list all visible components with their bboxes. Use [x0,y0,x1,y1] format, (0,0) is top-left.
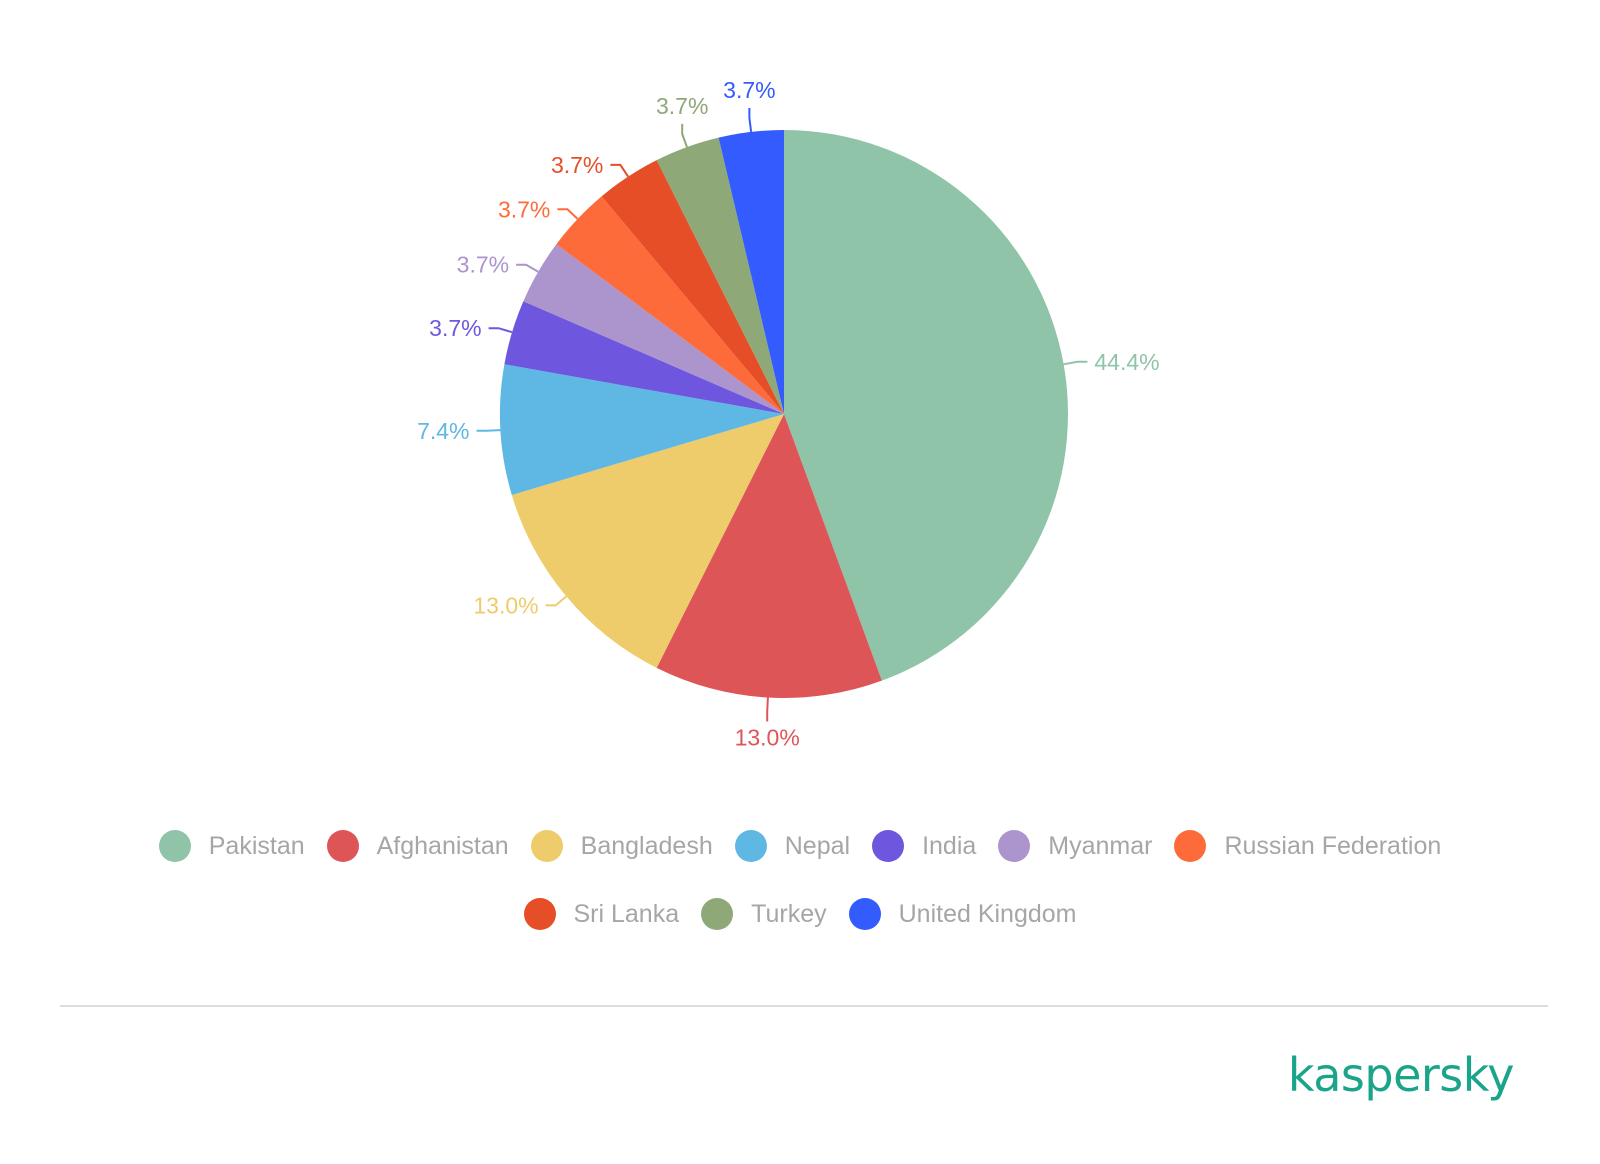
data-label-india: 3.7% [429,315,481,341]
data-label-afghanistan: 13.0% [735,725,800,751]
legend-label: United Kingdom [898,899,1077,928]
legend-item-nepal: Nepal [734,830,851,862]
data-label-bangladesh: 13.0% [473,592,538,618]
data-label-myanmar: 3.7% [457,252,509,278]
data-label-russian-federation: 3.7% [498,196,550,222]
legend-swatch-icon [326,830,359,862]
leader-line-united-kingdom [748,108,753,133]
leader-line-turkey [681,123,688,148]
data-label-turkey: 3.7% [656,93,708,119]
legend-label: Russian Federation [1224,831,1442,860]
pie-slice-russian-federation [556,196,784,414]
legend-label: Turkey [751,899,827,928]
legend-label: India [922,831,977,860]
pie-slice-myanmar [523,244,784,414]
legend-item-united-kingdom: United Kingdom [848,898,1077,930]
legend-swatch-icon [998,830,1031,862]
legend-row-2: Sri Lanka Turkey United Kingdom [0,898,1600,930]
pie-slice-pakistan [784,130,1068,681]
legend-label: Bangladesh [580,831,713,860]
legend-swatch-icon [530,830,563,862]
legend-swatch-icon [1174,830,1207,862]
data-label-united-kingdom: 3.7% [723,77,775,103]
data-label-sri-lanka: 3.7% [551,152,603,178]
kaspersky-logo: kaspersky [1287,1048,1515,1102]
pie-slice-afghanistan [656,414,882,698]
leader-line-afghanistan [766,697,769,722]
leader-line-russian-federation [557,208,579,220]
legend-item-myanmar: Myanmar [998,830,1152,862]
leader-line-nepal [476,429,501,432]
leader-line-sri-lanka [610,163,629,178]
leader-line-pakistan [1063,360,1088,366]
legend-item-turkey: Turkey [701,898,827,930]
data-label-nepal: 7.4% [417,418,469,444]
legend-swatch-icon [872,830,905,862]
pie-slice-india [504,301,784,414]
legend-label: Afghanistan [376,831,509,860]
legend-row-1: Pakistan Afghanistan Bangladesh Nepal India M… [0,830,1600,862]
pie-slice-united-kingdom [718,130,784,414]
legend-label: Sri Lanka [573,899,680,928]
pie-slice-bangladesh [511,414,784,668]
legend-item-afghanistan: Afghanistan [326,830,509,862]
legend-item-bangladesh: Bangladesh [530,830,713,862]
pie-slice-turkey [656,137,784,414]
legend-swatch-icon [158,830,191,862]
pie-slice-sri-lanka [601,160,784,414]
legend-item-russian-federation: Russian Federation [1174,830,1441,862]
legend-label: Myanmar [1048,831,1153,860]
leader-line-india [488,327,513,334]
legend-swatch-icon [848,898,881,930]
legend-item-india: India [872,830,976,862]
leader-line-myanmar [516,263,539,273]
legend-swatch-icon [701,898,734,930]
legend-label: Nepal [784,831,851,860]
legend-label: Pakistan [208,831,305,860]
legend-swatch-icon [523,898,556,930]
data-label-pakistan: 44.4% [1094,349,1159,375]
footer-divider [60,1005,1548,1007]
legend-swatch-icon [734,830,767,862]
pie-slice-nepal [499,364,784,495]
legend-item-sri-lanka: Sri Lanka [523,898,680,930]
leader-line-bangladesh [545,595,567,607]
legend-item-pakistan: Pakistan [158,830,305,862]
